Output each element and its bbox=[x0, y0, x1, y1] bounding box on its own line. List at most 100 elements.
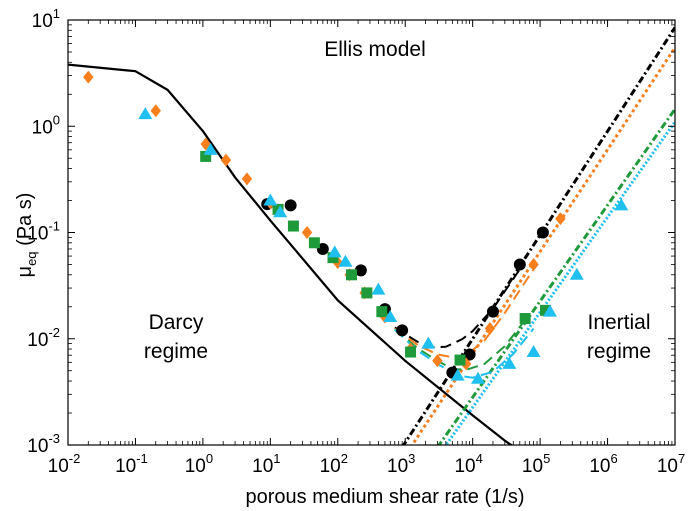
data-point-triangle bbox=[526, 345, 541, 358]
y-tick-label: 10-3 bbox=[27, 431, 60, 457]
x-tick-base: 10 bbox=[48, 456, 69, 477]
x-tick-base: 10 bbox=[320, 456, 341, 477]
x-tick-label: 101 bbox=[252, 451, 280, 477]
inertial-line-triangle bbox=[444, 121, 675, 445]
y-tick-label: 10-1 bbox=[27, 219, 60, 245]
data-point-triangle bbox=[263, 193, 278, 206]
combined-model-curve-diamond bbox=[394, 268, 535, 359]
x-tick-label: 105 bbox=[522, 451, 550, 477]
data-point-diamond bbox=[301, 226, 313, 239]
data-point-diamond bbox=[220, 153, 232, 167]
annotation-inertial-line2: regime bbox=[587, 340, 651, 363]
y-axis-title-main: μ bbox=[14, 266, 36, 278]
y-tick-base: 10 bbox=[32, 11, 53, 32]
data-point-triangle bbox=[450, 368, 465, 381]
data-point-square bbox=[454, 354, 466, 366]
data-point-square bbox=[308, 237, 320, 249]
lines-layer bbox=[68, 26, 675, 445]
data-point-circle bbox=[284, 199, 297, 212]
data-point-triangle bbox=[569, 267, 584, 280]
y-tick-base: 10 bbox=[32, 117, 53, 138]
data-point-square bbox=[405, 346, 417, 358]
inertial-line-diamond bbox=[410, 46, 675, 445]
annotation-inertial-line1: Inertial bbox=[587, 311, 650, 334]
x-tick-base: 10 bbox=[657, 456, 678, 477]
x-tick-exponent: -2 bbox=[69, 451, 81, 466]
data-point-triangle bbox=[421, 336, 436, 349]
data-point-diamond bbox=[241, 172, 253, 186]
data-point-triangle bbox=[138, 107, 153, 120]
data-point-circle bbox=[354, 264, 367, 277]
y-tick-label: 101 bbox=[32, 6, 60, 32]
y-tick-exponent: 0 bbox=[53, 112, 60, 127]
data-point-triangle bbox=[327, 245, 342, 258]
data-point-diamond bbox=[83, 70, 94, 84]
x-tick-exponent: 2 bbox=[341, 451, 348, 466]
data-point-diamond bbox=[484, 321, 496, 335]
inertial-line-circle bbox=[401, 26, 675, 445]
data-point-triangle bbox=[471, 371, 486, 384]
inertial-line-square bbox=[437, 108, 675, 445]
y-axis-title-unit: (Pa s) bbox=[14, 193, 36, 252]
data-point-square bbox=[200, 150, 212, 162]
data-point-square bbox=[519, 313, 531, 325]
y-tick-label: 100 bbox=[32, 112, 60, 138]
data-point-triangle bbox=[614, 198, 629, 211]
x-tick-label: 104 bbox=[454, 451, 482, 477]
data-point-circle bbox=[486, 305, 499, 318]
y-tick-label: 10-2 bbox=[27, 325, 60, 351]
y-tick-exponent: -2 bbox=[48, 325, 60, 340]
y-axis-title-sub: eq bbox=[24, 251, 39, 265]
x-tick-label: 102 bbox=[320, 451, 348, 477]
data-point-triangle bbox=[371, 282, 386, 295]
y-tick-exponent: 1 bbox=[53, 6, 60, 21]
x-tick-base: 10 bbox=[115, 456, 136, 477]
data-point-square bbox=[539, 304, 551, 316]
data-point-diamond bbox=[150, 104, 161, 118]
data-point-square bbox=[376, 306, 388, 318]
y-tick-base: 10 bbox=[27, 436, 48, 457]
y-tick-base: 10 bbox=[27, 330, 48, 351]
x-tick-exponent: 6 bbox=[611, 451, 618, 466]
x-tick-label: 10-2 bbox=[48, 451, 81, 477]
data-point-circle bbox=[513, 258, 526, 271]
y-tick-exponent: -3 bbox=[48, 431, 60, 446]
data-point-triangle bbox=[502, 356, 517, 369]
data-point-triangle bbox=[542, 304, 557, 317]
data-point-square bbox=[361, 287, 373, 299]
data-point-circle bbox=[536, 226, 549, 239]
data-point-triangle bbox=[273, 205, 288, 218]
combined-model-curve-circle bbox=[394, 268, 521, 349]
x-tick-base: 10 bbox=[454, 456, 475, 477]
labels-layer: 10-2 10-1 100 101 102 103 104 105 106 10710-310-2… bbox=[27, 6, 685, 477]
data-point-diamond bbox=[555, 212, 566, 226]
data-point-square bbox=[287, 220, 299, 232]
data-point-triangle bbox=[203, 142, 218, 155]
y-axis-title: μeq (Pa s) bbox=[14, 193, 39, 278]
x-tick-label: 106 bbox=[589, 451, 617, 477]
ellis-model-curve bbox=[68, 63, 514, 445]
x-tick-base: 10 bbox=[589, 456, 610, 477]
ticks-layer bbox=[67, 19, 676, 446]
data-point-circle bbox=[396, 324, 409, 337]
x-tick-exponent: 0 bbox=[206, 451, 213, 466]
x-axis-title: porous medium shear rate (1/s) bbox=[245, 486, 524, 508]
data-point-square bbox=[327, 252, 339, 264]
markers-layer bbox=[83, 70, 629, 384]
data-point-triangle bbox=[383, 310, 398, 323]
x-tick-label: 100 bbox=[185, 451, 213, 477]
data-point-square bbox=[346, 269, 358, 281]
x-tick-exponent: 5 bbox=[543, 451, 550, 466]
data-point-circle bbox=[463, 348, 476, 361]
x-tick-exponent: 3 bbox=[408, 451, 415, 466]
x-tick-base: 10 bbox=[185, 456, 206, 477]
y-tick-exponent: -1 bbox=[48, 219, 60, 234]
combined-model-curve-square bbox=[394, 319, 526, 371]
annotation-darcy-line2: regime bbox=[144, 340, 208, 363]
x-tick-base: 10 bbox=[522, 456, 543, 477]
x-tick-exponent: -1 bbox=[136, 451, 148, 466]
data-point-triangle bbox=[338, 254, 353, 267]
x-tick-base: 10 bbox=[387, 456, 408, 477]
annotation-darcy-line1: Darcy bbox=[149, 311, 204, 334]
